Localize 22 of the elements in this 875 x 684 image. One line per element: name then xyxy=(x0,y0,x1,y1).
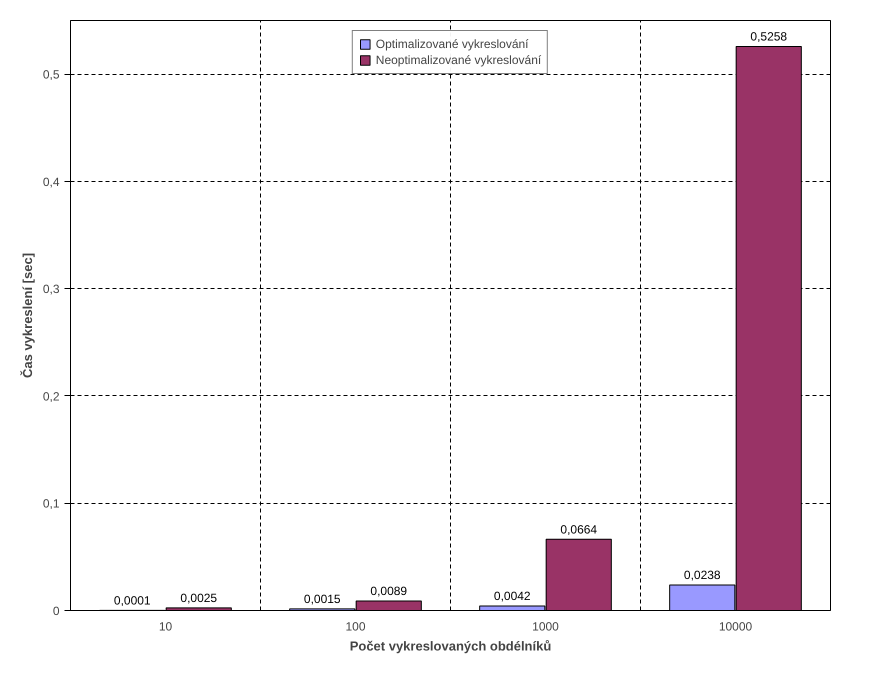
data-label: 0,0042 xyxy=(494,588,531,603)
legend-label: Neoptimalizované vykreslování xyxy=(376,53,542,67)
data-label: 0,0238 xyxy=(684,568,721,582)
x-tick-label: 10 xyxy=(158,620,172,634)
x-tick-label: 10000 xyxy=(718,620,753,634)
y-tick-label: 0,1 xyxy=(42,496,60,511)
data-label: 0,5258 xyxy=(750,29,788,44)
y-tick-label: 0,3 xyxy=(42,282,60,296)
x-tick-label: 100 xyxy=(345,620,366,634)
data-label: 0,0664 xyxy=(560,522,598,536)
legend-label: Optimalizované vykreslování xyxy=(376,37,529,51)
y-axis-title: Čas vykreslení [sec] xyxy=(20,252,35,378)
y-tick-label: 0,5 xyxy=(42,68,60,82)
x-tick-label: 1000 xyxy=(532,620,560,634)
y-tick-label: 0,4 xyxy=(42,174,60,189)
data-label: 0,0089 xyxy=(370,584,408,598)
y-tick-label: 0 xyxy=(52,604,60,618)
data-label: 0,0025 xyxy=(180,590,218,605)
x-axis-title: Počet vykreslovaných obdélníků xyxy=(350,638,552,654)
data-label: 0,0001 xyxy=(114,593,151,608)
y-tick-label: 0,2 xyxy=(42,389,60,404)
data-label: 0,0015 xyxy=(304,592,341,606)
